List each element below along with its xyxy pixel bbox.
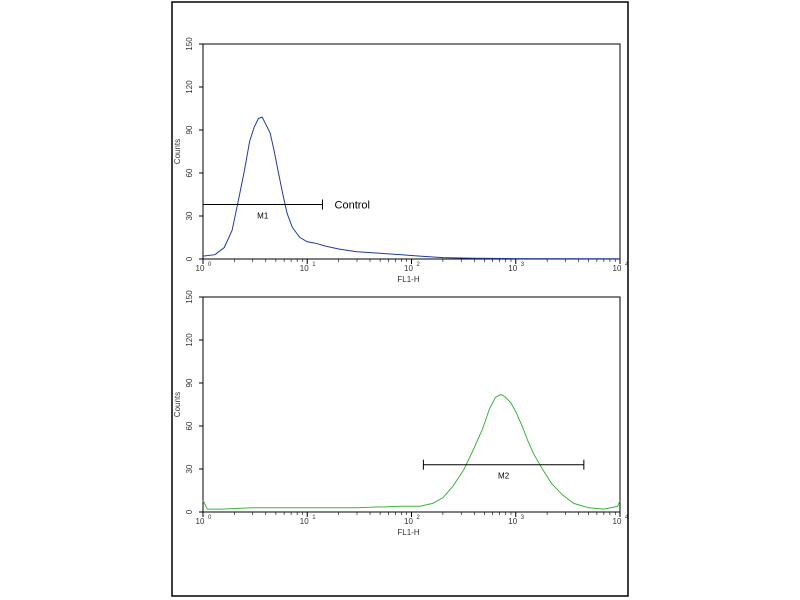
x-tick-label: 10 [404, 264, 413, 273]
x-tick-label: 10 [508, 517, 517, 526]
y-tick-label: 0 [185, 509, 194, 514]
y-axis-title: Counts [173, 392, 182, 417]
y-tick-label: 60 [185, 168, 194, 177]
marker-label: M2 [498, 472, 510, 481]
y-tick-label: 90 [185, 125, 194, 134]
x-tick-exponent: 1 [312, 515, 316, 521]
x-tick-label: 10 [404, 517, 413, 526]
histogram-line [202, 393, 621, 510]
x-tick-label: 10 [196, 264, 205, 273]
x-tick-exponent: 0 [208, 515, 212, 521]
y-tick-label: 30 [185, 211, 194, 220]
y-tick-label: 90 [185, 378, 194, 387]
x-tick-label: 10 [508, 264, 517, 273]
x-tick-label: 10 [300, 517, 309, 526]
histogram-line [202, 116, 621, 260]
x-tick-exponent: 2 [417, 262, 421, 268]
x-tick-label: 10 [613, 264, 622, 273]
annotation-text: Control [335, 200, 370, 212]
y-tick-label: 0 [185, 256, 194, 261]
x-axis-title: FL1-H [397, 275, 419, 284]
y-tick-label: 60 [185, 421, 194, 430]
y-axis-title: Counts [173, 139, 182, 164]
x-tick-label: 10 [300, 264, 309, 273]
x-tick-exponent: 2 [417, 515, 421, 521]
y-tick-label: 30 [185, 464, 194, 473]
y-tick-label: 150 [185, 290, 194, 304]
figure-frame [171, 1, 629, 597]
y-tick-label: 120 [185, 80, 194, 94]
x-tick-exponent: 4 [625, 515, 629, 521]
x-tick-exponent: 3 [521, 262, 525, 268]
x-tick-exponent: 4 [625, 262, 629, 268]
marker-label: M1 [257, 212, 269, 221]
x-tick-exponent: 1 [312, 262, 316, 268]
x-tick-exponent: 3 [521, 515, 525, 521]
y-tick-label: 120 [185, 333, 194, 347]
x-tick-exponent: 0 [208, 262, 212, 268]
y-tick-label: 150 [185, 37, 194, 51]
x-tick-label: 10 [613, 517, 622, 526]
x-axis-title: FL1-H [397, 528, 419, 537]
x-tick-label: 10 [196, 517, 205, 526]
